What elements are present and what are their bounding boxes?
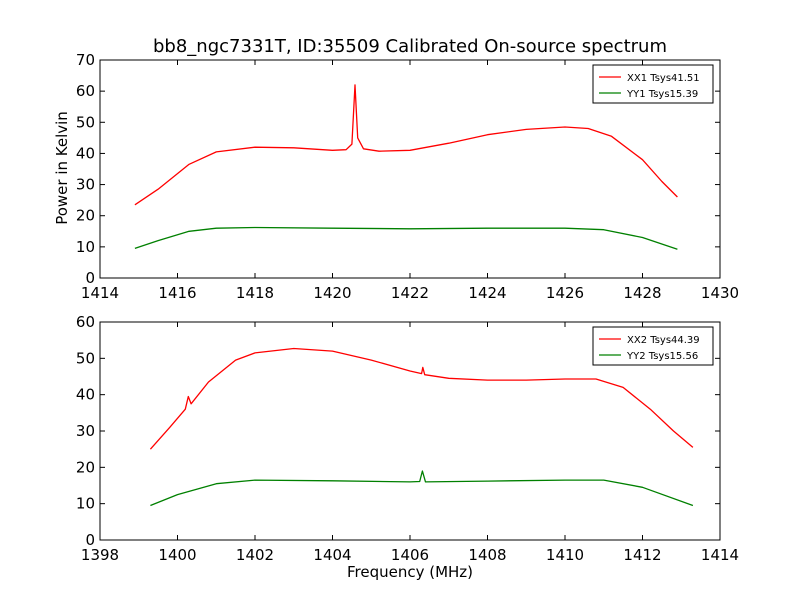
x-axis-label: Frequency (MHz)	[347, 563, 473, 581]
series-line-xx2	[149, 347, 694, 450]
y-tick-label: 0	[85, 531, 95, 549]
chart-title: bb8_ngc7331T, ID:35509 Calibrated On-sou…	[153, 36, 667, 57]
series-line-xx1	[134, 84, 678, 206]
series-line-yy2	[150, 470, 694, 507]
legend-box	[592, 326, 714, 366]
bottom-panel: Frequency (MHz) 1398 1400 1402 1404 1406 1408…	[76, 313, 739, 581]
legend-entry: XX2 Tsys44.39	[627, 335, 700, 346]
y-tick-label: 50	[76, 349, 95, 367]
x-tick-label: 1402	[236, 546, 274, 564]
legend-box	[592, 64, 714, 104]
x-tick-label: 1400	[158, 546, 196, 564]
y-tick-label: 20	[76, 207, 95, 225]
top-panel: bb8_ngc7331T, ID:35509 Calibrated On-sou…	[53, 36, 739, 302]
x-tick-label: 1404	[313, 546, 351, 564]
x-tick-label: 1420	[313, 284, 351, 302]
y-tick-label: 40	[76, 144, 95, 162]
y-axis-label: Power in Kelvin	[53, 111, 71, 225]
y-tick-label: 40	[76, 386, 95, 404]
x-tick-label: 1406	[391, 546, 429, 564]
y-tick-label: 50	[76, 113, 95, 131]
x-tick-label: 1414	[81, 284, 119, 302]
y-tick-label: 20	[76, 458, 95, 476]
x-tick-label: 1430	[701, 284, 739, 302]
x-tick-label: 1398	[81, 546, 119, 564]
x-tick-label: 1412	[623, 546, 661, 564]
legend-entry: YY2 Tsys15.56	[626, 351, 698, 362]
y-tick-label: 30	[76, 422, 95, 440]
x-tick-label: 1408	[468, 546, 506, 564]
legend-entry: YY1 Tsys15.39	[626, 89, 698, 100]
y-tick-label: 70	[76, 51, 95, 69]
series-line-yy1	[134, 226, 678, 250]
y-tick-label: 60	[76, 82, 95, 100]
x-tick-label: 1422	[391, 284, 429, 302]
y-tick-label: 0	[85, 269, 95, 287]
x-tick-label: 1416	[158, 284, 196, 302]
y-tick-label: 30	[76, 176, 95, 194]
x-tick-label: 1414	[701, 546, 739, 564]
x-tick-label: 1426	[546, 284, 584, 302]
y-tick-label: 60	[76, 313, 95, 331]
x-tick-label: 1410	[546, 546, 584, 564]
x-tick-label: 1418	[236, 284, 274, 302]
x-tick-label: 1424	[468, 284, 506, 302]
legend-entry: XX1 Tsys41.51	[627, 73, 700, 84]
y-tick-label: 10	[76, 238, 95, 256]
y-tick-label: 10	[76, 495, 95, 513]
x-tick-label: 1428	[623, 284, 661, 302]
